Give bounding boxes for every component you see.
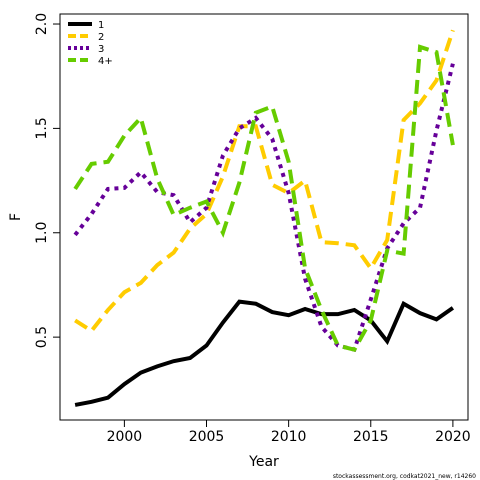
x-tick-label: 2005 xyxy=(189,429,225,445)
y-tick-label: 1.5 xyxy=(34,117,50,139)
footnote: stockassessment.org, codkat2021_new, r14… xyxy=(333,473,476,480)
x-tick-label: 2010 xyxy=(271,429,307,445)
series-line xyxy=(73,63,455,353)
y-axis-label: F xyxy=(8,213,24,221)
legend-label: 4+ xyxy=(98,56,113,67)
x-tick-label: 2000 xyxy=(107,429,143,445)
series-line xyxy=(74,29,455,334)
legend-label: 2 xyxy=(98,32,104,43)
legend-label: 3 xyxy=(98,44,104,55)
x-tick-label: 2015 xyxy=(353,429,389,445)
plot-frame xyxy=(59,13,469,421)
x-axis-label: Year xyxy=(248,454,279,470)
x-tick-label: 2020 xyxy=(435,429,471,445)
legend-label: 1 xyxy=(98,20,104,31)
series-line xyxy=(73,44,455,352)
y-tick-label: 0.5 xyxy=(34,326,50,348)
y-tick-label: 1.0 xyxy=(34,222,50,244)
series-line xyxy=(74,299,455,407)
y-tick-label: 2.0 xyxy=(34,13,50,35)
